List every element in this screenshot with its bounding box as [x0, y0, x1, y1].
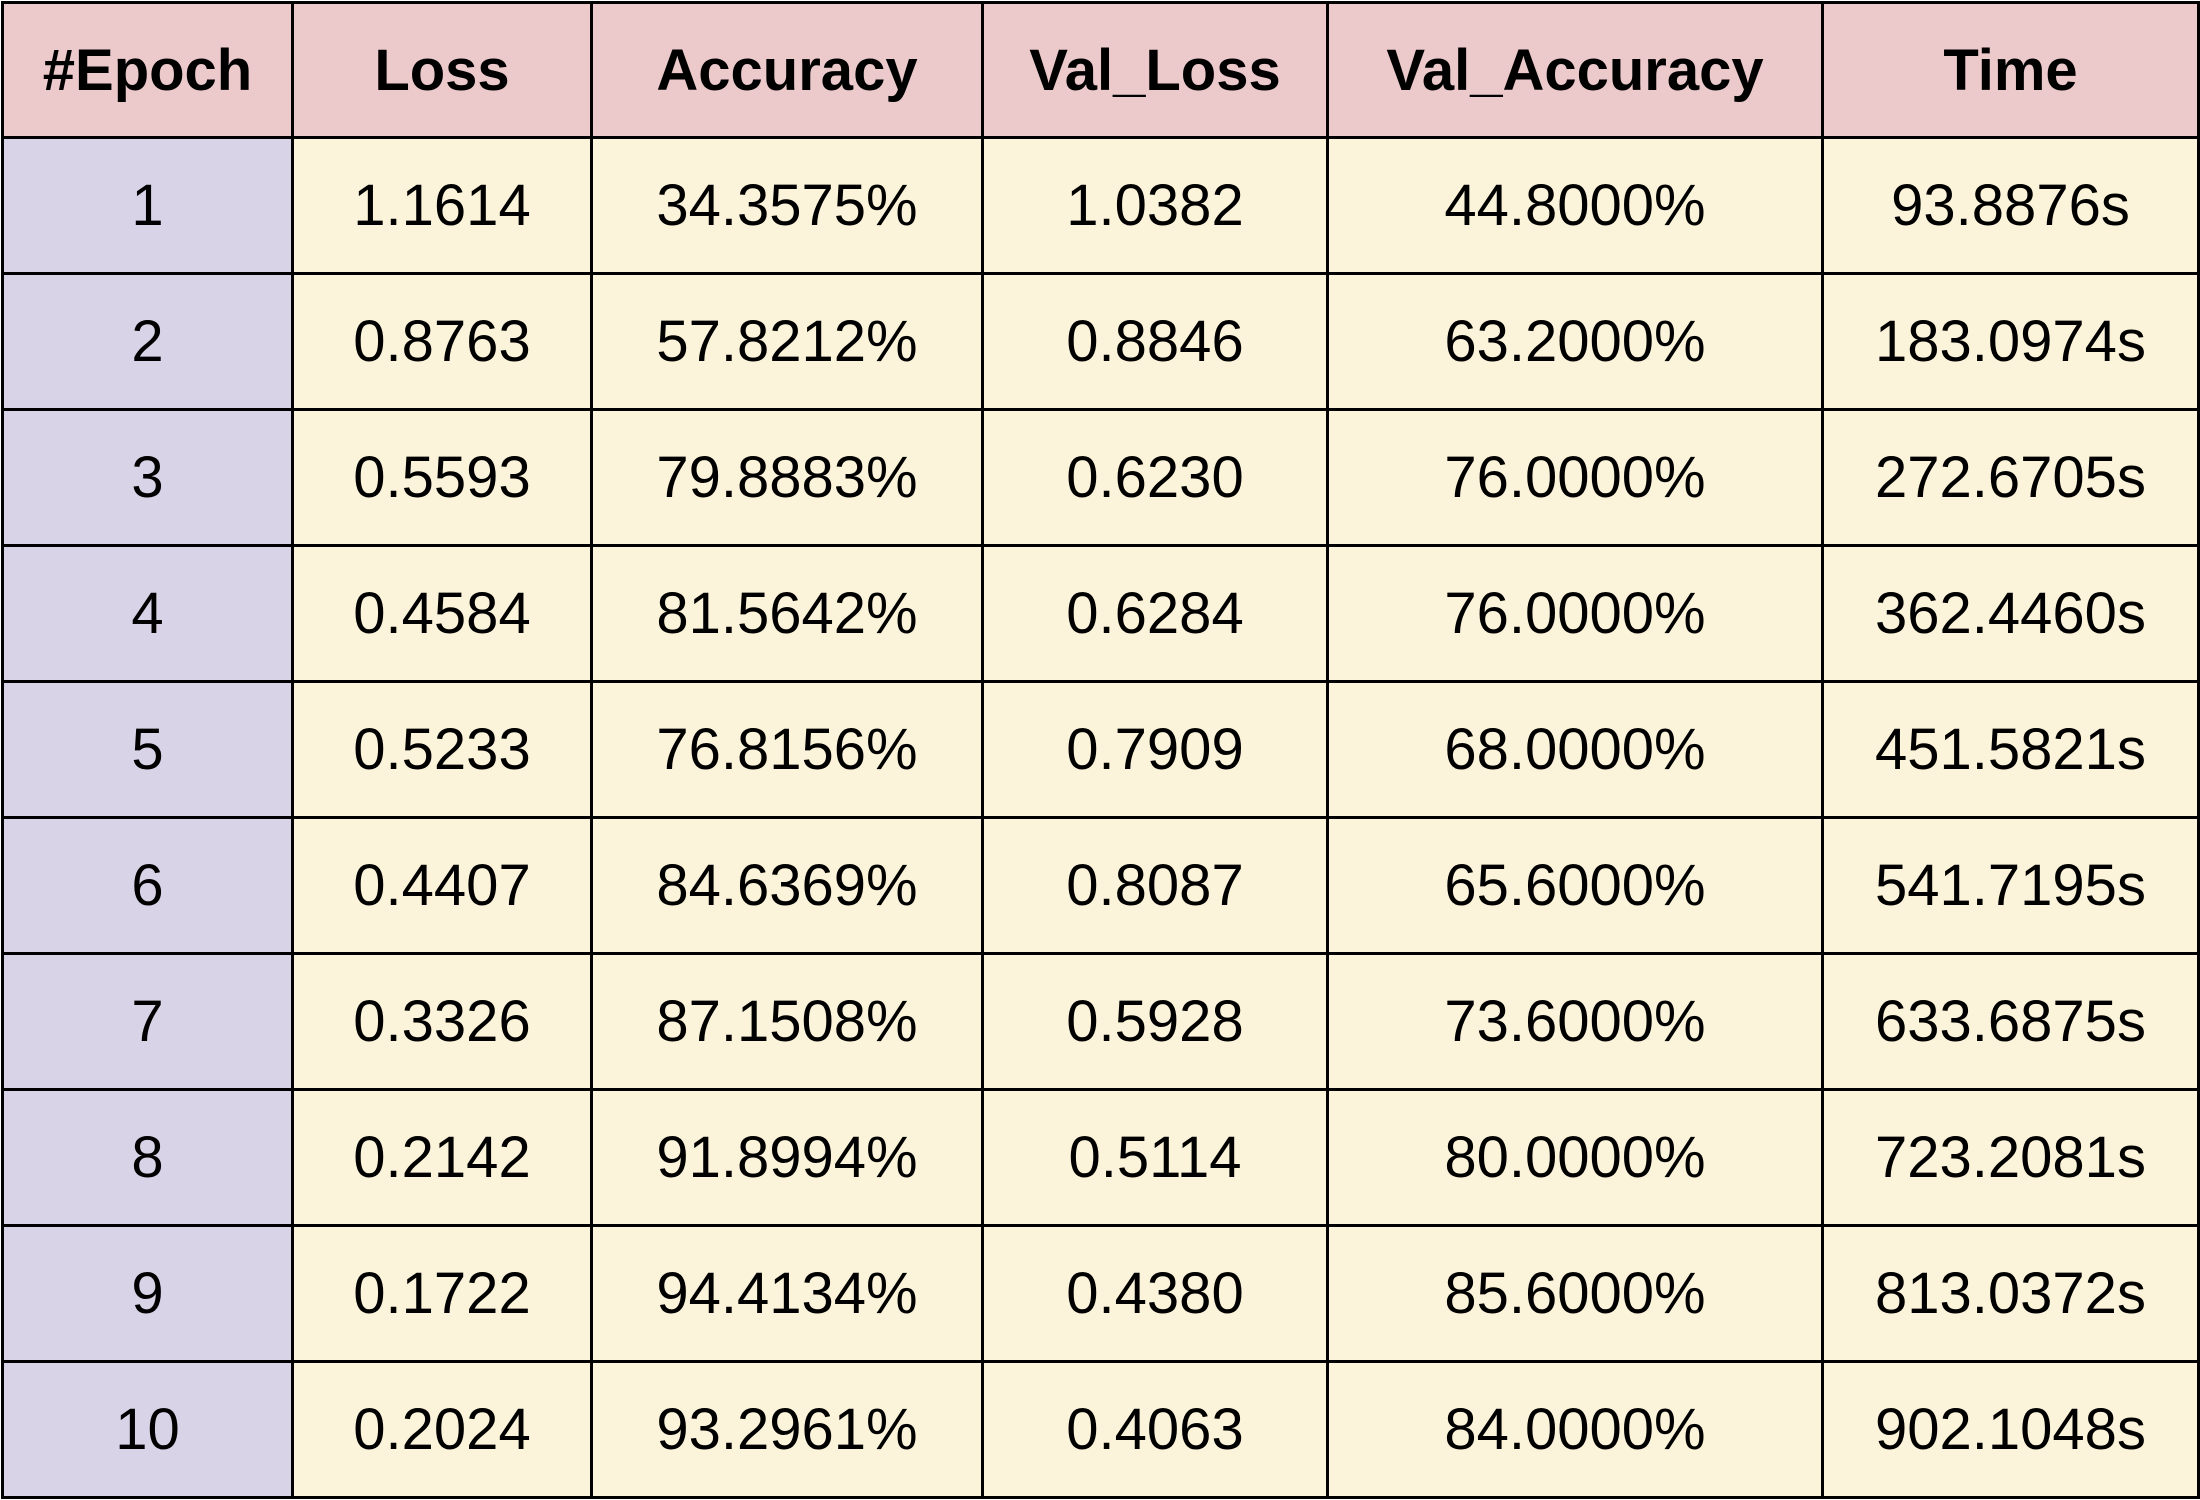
- cell-epoch: 3: [1, 408, 294, 547]
- cell-accuracy: 81.5642%: [590, 544, 984, 683]
- cell-accuracy: 94.4134%: [590, 1224, 984, 1363]
- cell-loss: 0.4584: [291, 544, 593, 683]
- column-header-loss: Loss: [291, 1, 593, 139]
- cell-epoch: 1: [1, 136, 294, 275]
- cell-val-accuracy: 76.0000%: [1326, 544, 1824, 683]
- cell-loss: 0.1722: [291, 1224, 593, 1363]
- cell-time: 362.4460s: [1821, 544, 2200, 683]
- table-row: 9 0.1722 94.4134% 0.4380 85.6000% 813.0372s: [1, 1224, 2200, 1363]
- cell-val-loss: 0.6284: [981, 544, 1329, 683]
- cell-val-loss: 0.5928: [981, 952, 1329, 1091]
- cell-time: 451.5821s: [1821, 680, 2200, 819]
- column-header-time: Time: [1821, 1, 2200, 139]
- cell-val-loss: 0.8846: [981, 272, 1329, 411]
- table-row: 7 0.3326 87.1508% 0.5928 73.6000% 633.6875s: [1, 952, 2200, 1091]
- cell-epoch: 4: [1, 544, 294, 683]
- cell-epoch: 2: [1, 272, 294, 411]
- cell-epoch: 10: [1, 1360, 294, 1499]
- cell-time: 813.0372s: [1821, 1224, 2200, 1363]
- cell-time: 93.8876s: [1821, 136, 2200, 275]
- table-row: 6 0.4407 84.6369% 0.8087 65.6000% 541.7195s: [1, 816, 2200, 955]
- cell-epoch: 5: [1, 680, 294, 819]
- cell-val-accuracy: 84.0000%: [1326, 1360, 1824, 1499]
- cell-accuracy: 79.8883%: [590, 408, 984, 547]
- header-row: #Epoch Loss Accuracy Val_Loss Val_Accuracy Ti…: [1, 1, 2200, 139]
- cell-accuracy: 57.8212%: [590, 272, 984, 411]
- cell-accuracy: 93.2961%: [590, 1360, 984, 1499]
- cell-val-accuracy: 63.2000%: [1326, 272, 1824, 411]
- cell-accuracy: 76.8156%: [590, 680, 984, 819]
- cell-time: 272.6705s: [1821, 408, 2200, 547]
- cell-time: 633.6875s: [1821, 952, 2200, 1091]
- cell-val-accuracy: 44.8000%: [1326, 136, 1824, 275]
- cell-time: 723.2081s: [1821, 1088, 2200, 1227]
- cell-val-loss: 0.5114: [981, 1088, 1329, 1227]
- table-row: 2 0.8763 57.8212% 0.8846 63.2000% 183.0974s: [1, 272, 2200, 411]
- table-row: 4 0.4584 81.5642% 0.6284 76.0000% 362.4460s: [1, 544, 2200, 683]
- cell-val-loss: 0.4380: [981, 1224, 1329, 1363]
- cell-val-loss: 0.6230: [981, 408, 1329, 547]
- cell-val-loss: 0.7909: [981, 680, 1329, 819]
- cell-loss: 0.5593: [291, 408, 593, 547]
- column-header-epoch: #Epoch: [1, 1, 294, 139]
- column-header-val-accuracy: Val_Accuracy: [1326, 1, 1824, 139]
- cell-accuracy: 34.3575%: [590, 136, 984, 275]
- cell-val-accuracy: 73.6000%: [1326, 952, 1824, 1091]
- table-row: 10 0.2024 93.2961% 0.4063 84.0000% 902.1048s: [1, 1360, 2200, 1499]
- cell-val-accuracy: 65.6000%: [1326, 816, 1824, 955]
- table-row: 1 1.1614 34.3575% 1.0382 44.8000% 93.8876s: [1, 136, 2200, 275]
- cell-epoch: 9: [1, 1224, 294, 1363]
- cell-accuracy: 87.1508%: [590, 952, 984, 1091]
- cell-val-loss: 0.8087: [981, 816, 1329, 955]
- cell-loss: 1.1614: [291, 136, 593, 275]
- table-row: 3 0.5593 79.8883% 0.6230 76.0000% 272.6705s: [1, 408, 2200, 547]
- column-header-val-loss: Val_Loss: [981, 1, 1329, 139]
- table-body: 1 1.1614 34.3575% 1.0382 44.8000% 93.8876s 2 0.…: [1, 136, 2200, 1499]
- table-row: 5 0.5233 76.8156% 0.7909 68.0000% 451.5821s: [1, 680, 2200, 819]
- cell-time: 183.0974s: [1821, 272, 2200, 411]
- cell-loss: 0.8763: [291, 272, 593, 411]
- cell-time: 541.7195s: [1821, 816, 2200, 955]
- cell-val-loss: 0.4063: [981, 1360, 1329, 1499]
- cell-accuracy: 91.8994%: [590, 1088, 984, 1227]
- cell-epoch: 6: [1, 816, 294, 955]
- cell-loss: 0.4407: [291, 816, 593, 955]
- cell-val-accuracy: 80.0000%: [1326, 1088, 1824, 1227]
- cell-loss: 0.2142: [291, 1088, 593, 1227]
- cell-val-accuracy: 76.0000%: [1326, 408, 1824, 547]
- cell-val-loss: 1.0382: [981, 136, 1329, 275]
- cell-accuracy: 84.6369%: [590, 816, 984, 955]
- column-header-accuracy: Accuracy: [590, 1, 984, 139]
- cell-loss: 0.5233: [291, 680, 593, 819]
- cell-val-accuracy: 85.6000%: [1326, 1224, 1824, 1363]
- table-header: #Epoch Loss Accuracy Val_Loss Val_Accuracy Ti…: [1, 1, 2200, 139]
- cell-loss: 0.2024: [291, 1360, 593, 1499]
- cell-epoch: 8: [1, 1088, 294, 1227]
- cell-val-accuracy: 68.0000%: [1326, 680, 1824, 819]
- cell-time: 902.1048s: [1821, 1360, 2200, 1499]
- cell-loss: 0.3326: [291, 952, 593, 1091]
- table-row: 8 0.2142 91.8994% 0.5114 80.0000% 723.2081s: [1, 1088, 2200, 1227]
- cell-epoch: 7: [1, 952, 294, 1091]
